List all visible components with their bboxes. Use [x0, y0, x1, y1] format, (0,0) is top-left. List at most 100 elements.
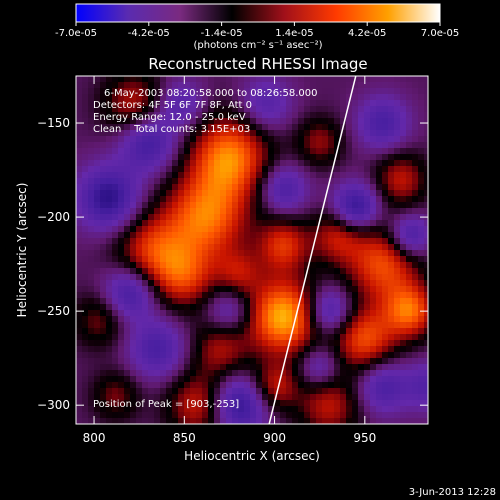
heatmap-cell	[364, 118, 371, 125]
heatmap-cell	[352, 364, 359, 371]
heatmap-cell	[322, 154, 329, 161]
colorbar-tick-label: -7.0e-05	[55, 28, 97, 39]
heatmap-cell	[424, 346, 428, 353]
heatmap-cell	[220, 136, 227, 143]
heatmap-cell	[214, 88, 221, 95]
heatmap-cell	[82, 148, 89, 155]
heatmap-cell	[142, 148, 149, 155]
heatmap-cell	[94, 160, 101, 167]
heatmap-cell	[376, 208, 383, 215]
heatmap-cell	[382, 388, 389, 395]
heatmap-cell	[340, 418, 347, 424]
heatmap-cell	[118, 130, 125, 137]
heatmap-cell	[262, 388, 269, 395]
heatmap-cell	[400, 100, 407, 107]
heatmap-cell	[226, 310, 233, 317]
heatmap-cell	[400, 298, 407, 305]
heatmap-cell	[142, 76, 149, 83]
heatmap-cell	[310, 100, 317, 107]
heatmap-cell	[292, 268, 299, 275]
heatmap-cell	[322, 310, 329, 317]
heatmap-cell	[100, 82, 107, 89]
heatmap-cell	[340, 388, 347, 395]
heatmap-cell	[214, 208, 221, 215]
heatmap-cell	[274, 400, 281, 407]
heatmap-cell	[148, 280, 155, 287]
heatmap-cell	[424, 376, 428, 383]
heatmap-cell	[106, 298, 113, 305]
heatmap-cell	[274, 214, 281, 221]
heatmap-cell	[94, 376, 101, 383]
heatmap-cell	[352, 166, 359, 173]
heatmap-cell	[256, 262, 263, 269]
heatmap-cell	[130, 136, 137, 143]
heatmap-cell	[400, 226, 407, 233]
heatmap-cell	[388, 382, 395, 389]
heatmap-cell	[148, 112, 155, 119]
heatmap-cell	[274, 226, 281, 233]
heatmap-cell	[244, 358, 251, 365]
heatmap-cell	[340, 358, 347, 365]
heatmap-cell	[250, 136, 257, 143]
heatmap-cell	[160, 352, 167, 359]
heatmap-cell	[232, 106, 239, 113]
heatmap-cell	[388, 280, 395, 287]
heatmap-cell	[394, 160, 401, 167]
heatmap-cell	[298, 94, 305, 101]
heatmap-cell	[262, 256, 269, 263]
heatmap-cell	[172, 286, 179, 293]
heatmap-cell	[334, 232, 341, 239]
heatmap-cell	[100, 214, 107, 221]
heatmap-cell	[214, 142, 221, 149]
heatmap-cell	[208, 172, 215, 179]
heatmap-cell	[112, 292, 119, 299]
heatmap-cell	[250, 268, 257, 275]
heatmap-cell	[238, 328, 245, 335]
heatmap-cell	[118, 82, 125, 89]
heatmap-cell	[400, 382, 407, 389]
heatmap-cell	[274, 178, 281, 185]
heatmap-cell	[202, 160, 209, 167]
heatmap-cell	[394, 250, 401, 257]
heatmap-cell	[394, 112, 401, 119]
heatmap-cell	[118, 142, 125, 149]
heatmap-cell	[178, 130, 185, 137]
heatmap-cell	[124, 268, 131, 275]
heatmap-cell	[184, 304, 191, 311]
heatmap-cell	[178, 196, 185, 203]
heatmap-cell	[274, 202, 281, 209]
heatmap-cell	[250, 400, 257, 407]
heatmap-cell	[184, 190, 191, 197]
heatmap-cell	[202, 358, 209, 365]
heatmap-cell	[364, 76, 371, 83]
heatmap-cell	[160, 280, 167, 287]
heatmap-cell	[190, 208, 197, 215]
heatmap-cell	[418, 160, 425, 167]
heatmap-cell	[418, 136, 425, 143]
heatmap-cell	[304, 214, 311, 221]
heatmap-cell	[376, 310, 383, 317]
heatmap-cell	[418, 322, 425, 329]
heatmap-cell	[76, 406, 83, 413]
heatmap-cell	[142, 418, 149, 424]
heatmap-cell	[340, 220, 347, 227]
heatmap-cell	[118, 316, 125, 323]
heatmap-cell	[268, 196, 275, 203]
heatmap-cell	[286, 352, 293, 359]
heatmap-cell	[316, 328, 323, 335]
heatmap-cell	[376, 172, 383, 179]
heatmap-cell	[208, 394, 215, 401]
heatmap-cell	[244, 214, 251, 221]
heatmap-cell	[100, 262, 107, 269]
heatmap-cell	[172, 406, 179, 413]
heatmap-cell	[268, 88, 275, 95]
heatmap-cell	[220, 88, 227, 95]
heatmap-cell	[364, 340, 371, 347]
heatmap-cell	[124, 100, 131, 107]
heatmap-cell	[166, 340, 173, 347]
heatmap-cell	[136, 292, 143, 299]
heatmap-cell	[160, 178, 167, 185]
heatmap-cell	[370, 310, 377, 317]
heatmap-cell	[88, 154, 95, 161]
heatmap-cell	[322, 334, 329, 341]
